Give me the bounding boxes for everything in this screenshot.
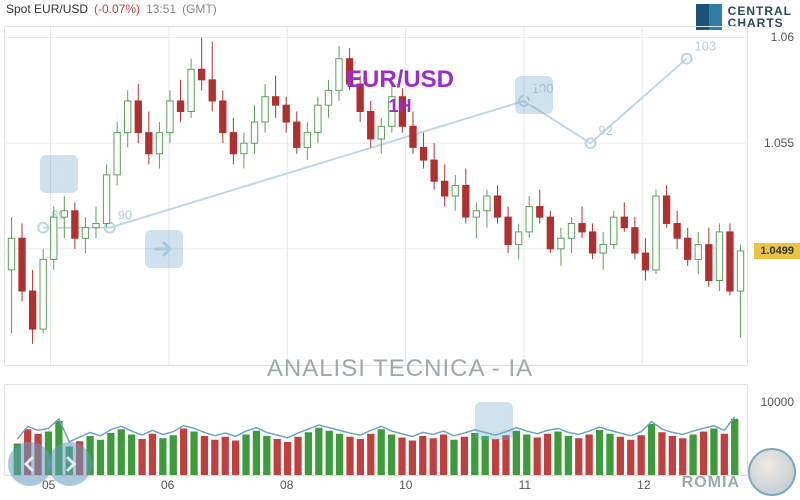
price-chart-panel[interactable]: 899010092103 [4, 26, 748, 366]
chart-header: Spot EUR/USD (-0.07%) 13:51 (GMT) [6, 2, 217, 16]
instrument-name: Spot EUR/USD [6, 2, 88, 16]
author-avatar [748, 448, 796, 496]
author-brand: ROMIA [682, 474, 740, 492]
svg-text:92: 92 [598, 123, 612, 138]
x-tick: 06 [161, 478, 174, 492]
notes-icon[interactable] [475, 402, 513, 440]
current-price-tag: 1.0499 [754, 243, 800, 259]
price-change-pct: (-0.07%) [94, 2, 140, 16]
compass-icon[interactable] [515, 76, 553, 114]
price-y-axis: 1.061.0551.051.0499 [750, 26, 800, 366]
timestamp: 13:51 [146, 2, 176, 16]
candlestick-chart: 899010092103 [5, 27, 747, 365]
price-tick: 1.06 [771, 30, 794, 44]
svg-text:103: 103 [695, 39, 717, 54]
volume-chart [5, 385, 747, 475]
chart-tool-icon[interactable] [40, 155, 78, 193]
x-tick: 11 [519, 478, 531, 492]
price-tick: 1.055 [764, 136, 794, 150]
arrow-right-icon[interactable] [145, 230, 183, 268]
x-tick: 08 [280, 478, 293, 492]
nav-next-icon[interactable] [48, 442, 92, 486]
x-tick: 10 [399, 478, 412, 492]
svg-text:90: 90 [118, 208, 132, 223]
nav-prev-icon[interactable] [8, 442, 52, 486]
timezone: (GMT) [182, 2, 217, 16]
volume-tick: 10000 [761, 395, 794, 409]
x-tick: 12 [637, 478, 650, 492]
x-axis: 050608101112 [4, 478, 748, 498]
volume-chart-panel[interactable] [4, 384, 748, 476]
